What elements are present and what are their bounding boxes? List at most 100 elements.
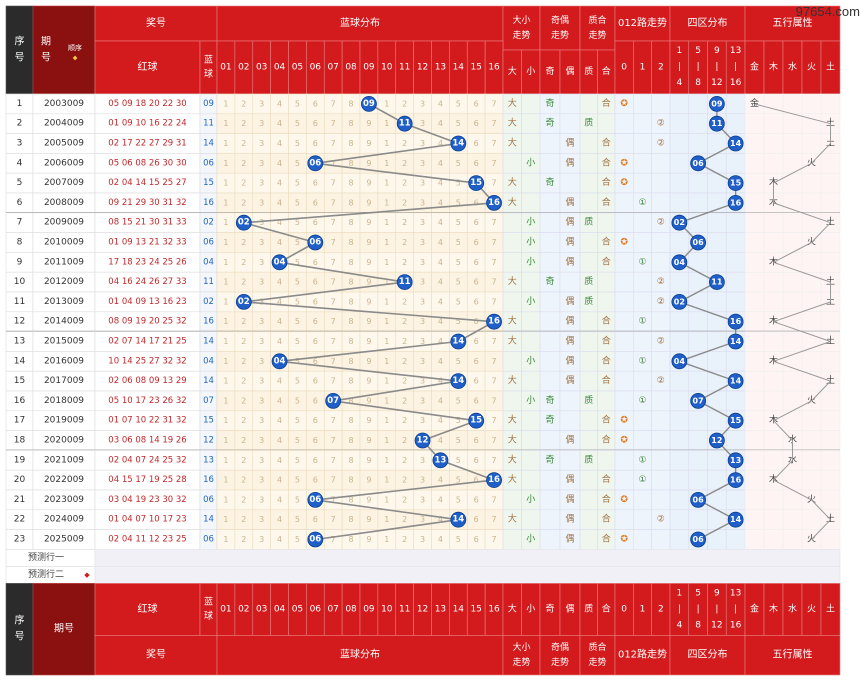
miss-count: 2 (402, 456, 407, 465)
blue-ball-value: 11 (203, 277, 214, 287)
wx-cell (820, 252, 841, 273)
wx-cell (801, 469, 822, 491)
blue-ball (450, 511, 467, 528)
zone-cell (725, 291, 746, 313)
route-cell (633, 509, 652, 530)
miss-count: 4 (438, 258, 443, 267)
zone-ball-label: 14 (730, 515, 742, 524)
watermark: 97654.com (795, 4, 860, 19)
miss-count: 7 (492, 495, 497, 504)
miss-count: 2 (402, 238, 407, 247)
zone-ball (727, 175, 744, 192)
issue-header-label: 号 (41, 52, 51, 64)
miss-count: 1 (384, 515, 389, 524)
wx-trend-line (773, 360, 831, 382)
zone-cell (725, 529, 746, 550)
blue-ball-value: 14 (203, 139, 214, 149)
blue-ball (235, 293, 252, 310)
prime-mark: 合 (602, 236, 611, 248)
miss-count: 2 (241, 416, 246, 425)
zone-cell (688, 509, 708, 530)
blue-ball-value: 15 (203, 416, 214, 426)
route-cell (633, 331, 652, 352)
size-cell (521, 172, 541, 194)
prime-footer (579, 635, 616, 676)
prime-header-label: 走势 (588, 29, 606, 41)
miss-count: 9 (366, 476, 371, 485)
size-cell (521, 331, 541, 352)
zone-col-footer-label: | (734, 604, 737, 614)
blue-ball (307, 531, 324, 548)
blue-ball-label: 12 (417, 436, 429, 446)
trend-line (404, 122, 459, 145)
miss-count: 3 (420, 317, 425, 326)
route-mark: ✪ (620, 495, 628, 505)
seq-value: 15 (14, 376, 25, 386)
seq-value: 8 (17, 238, 23, 248)
blue-num-footer-label: 05 (292, 604, 303, 614)
route-col-label: 0 (621, 63, 627, 73)
miss-count: 4 (438, 535, 443, 544)
oe-cell (539, 133, 561, 154)
zone-ball (671, 214, 688, 231)
zone-cell (725, 252, 746, 273)
blue-ball-label: 02 (238, 297, 250, 307)
wx-trend-line (773, 400, 812, 422)
wx-trend-line (811, 380, 831, 402)
miss-count: 4 (277, 159, 282, 168)
route-cell (614, 291, 634, 313)
route-mark: ✪ (620, 99, 628, 109)
miss-count: 8 (349, 416, 354, 425)
miss-count: 2 (241, 515, 246, 524)
blue-ball-label: 16 (488, 317, 500, 327)
route-mark: ② (657, 337, 665, 347)
prime-cell (579, 133, 598, 154)
miss-count: 4 (277, 99, 282, 108)
route-cell (614, 212, 634, 233)
wx-cell (763, 291, 784, 313)
miss-count: 2 (241, 99, 246, 108)
wx-cell (744, 153, 765, 174)
size-mark: 小 (526, 494, 535, 505)
wx-cell (801, 192, 822, 214)
odd-even-header-label: 走势 (551, 29, 569, 41)
size-col-footer-label: 大 (508, 602, 517, 614)
size-footer-label: 走势 (512, 656, 530, 668)
route-cell (614, 390, 634, 412)
size-mark: 大 (508, 196, 517, 208)
prime-mark: 合 (602, 473, 611, 485)
blue-ball-label: 14 (452, 139, 464, 149)
miss-count: 2 (402, 515, 407, 524)
zone-col-label: 9 (714, 46, 720, 56)
issue-footer-label: 期号 (54, 623, 74, 635)
blue-ball (325, 392, 342, 409)
wx-trend-line (811, 143, 831, 164)
zone-cell (707, 252, 727, 273)
route-mark: ② (657, 119, 665, 129)
miss-count: 6 (313, 317, 318, 326)
miss-count: 6 (313, 476, 318, 485)
blue-ball-label: 04 (274, 356, 286, 366)
miss-count: 1 (223, 476, 228, 485)
miss-count: 7 (331, 416, 336, 425)
miss-count: 2 (402, 198, 407, 207)
miss-count: 1 (223, 396, 228, 405)
miss-count: 1 (223, 139, 228, 148)
wx-cell (782, 271, 803, 293)
blue-ball-label: 11 (399, 277, 411, 287)
route-mark: ① (638, 257, 646, 267)
wx-cell (801, 450, 822, 471)
wx-cell (744, 212, 765, 233)
red-balls: 03 04 19 23 30 32 (108, 495, 186, 505)
miss-count: 4 (277, 218, 282, 227)
wx-mark: 木 (769, 473, 778, 485)
miss-count: 6 (474, 218, 479, 227)
wx-cell (763, 113, 784, 134)
blue-num-label: 15 (470, 63, 481, 73)
issue-value: 2019009 (44, 416, 84, 426)
size-mark: 大 (508, 97, 517, 109)
miss-count: 5 (456, 278, 461, 287)
miss-count: 3 (420, 377, 425, 386)
prime-mark: 质 (584, 295, 593, 307)
zone-ball-label: 04 (674, 258, 686, 267)
